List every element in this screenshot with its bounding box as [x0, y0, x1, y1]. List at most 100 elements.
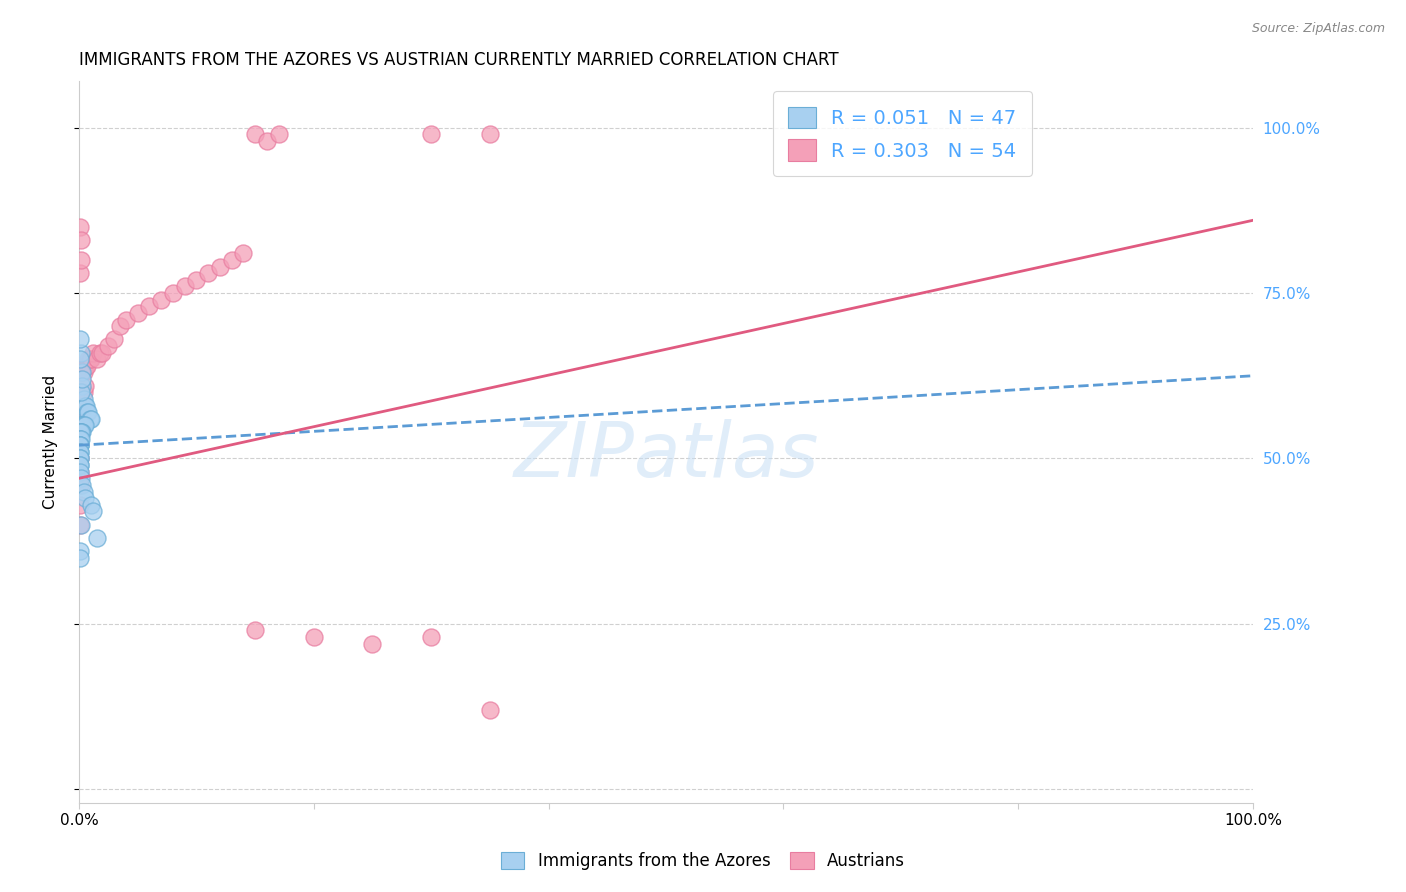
Point — [162, 286, 184, 301]
Point — [108, 319, 131, 334]
Point — [70, 425, 93, 439]
Point — [256, 134, 278, 148]
Point — [69, 438, 91, 452]
Point — [69, 219, 91, 234]
Point — [69, 445, 91, 459]
Point — [69, 478, 91, 492]
Point — [72, 392, 94, 406]
Point — [72, 418, 94, 433]
Point — [72, 484, 94, 499]
Point — [72, 378, 94, 392]
Text: Source: ZipAtlas.com: Source: ZipAtlas.com — [1251, 22, 1385, 36]
Point — [70, 471, 93, 485]
Point — [70, 517, 93, 532]
Point — [186, 273, 208, 287]
Point — [302, 630, 325, 644]
Point — [69, 432, 91, 446]
Point — [75, 399, 97, 413]
Text: IMMIGRANTS FROM THE AZORES VS AUSTRIAN CURRENTLY MARRIED CORRELATION CHART: IMMIGRANTS FROM THE AZORES VS AUSTRIAN C… — [79, 51, 838, 69]
Point — [76, 405, 98, 419]
Point — [69, 366, 91, 380]
Point — [361, 637, 384, 651]
Point — [70, 345, 93, 359]
Point — [173, 279, 195, 293]
Point — [82, 504, 104, 518]
Point — [69, 418, 91, 433]
Point — [70, 405, 93, 419]
Point — [69, 425, 91, 439]
Point — [77, 405, 100, 419]
Point — [69, 451, 91, 466]
Point — [69, 550, 91, 565]
Point — [69, 432, 91, 446]
Point — [232, 246, 254, 260]
Point — [420, 630, 443, 644]
Point — [70, 418, 93, 433]
Point — [138, 299, 160, 313]
Point — [69, 498, 91, 512]
Point — [69, 332, 91, 346]
Point — [69, 458, 91, 472]
Point — [70, 432, 93, 446]
Text: ZIPatlas: ZIPatlas — [513, 419, 818, 493]
Point — [73, 378, 96, 392]
Point — [91, 345, 114, 359]
Point — [478, 703, 501, 717]
Point — [115, 312, 138, 326]
Point — [79, 411, 101, 425]
Point — [89, 345, 111, 359]
Point — [69, 418, 91, 433]
Point — [80, 352, 103, 367]
Point — [70, 385, 93, 400]
Point — [72, 399, 94, 413]
Point — [150, 293, 173, 307]
Point — [127, 306, 149, 320]
Point — [69, 266, 91, 280]
Point — [77, 352, 100, 367]
Point — [69, 425, 91, 439]
Point — [86, 531, 108, 545]
Point — [73, 418, 96, 433]
Point — [197, 266, 219, 280]
Point — [97, 339, 120, 353]
Point — [69, 544, 91, 558]
Point — [69, 451, 91, 466]
Point — [70, 252, 93, 267]
Point — [69, 517, 91, 532]
Y-axis label: Currently Married: Currently Married — [44, 375, 58, 509]
Point — [70, 366, 93, 380]
Point — [69, 465, 91, 479]
Point — [75, 359, 97, 373]
Point — [103, 332, 125, 346]
Point — [72, 366, 94, 380]
Point — [70, 366, 93, 380]
Point — [72, 372, 94, 386]
Point — [72, 385, 94, 400]
Point — [69, 465, 91, 479]
Point — [80, 411, 103, 425]
Point — [243, 128, 266, 142]
Point — [69, 352, 91, 367]
Point — [70, 233, 93, 247]
Point — [69, 385, 91, 400]
Point — [208, 260, 231, 274]
Point — [79, 352, 101, 367]
Point — [72, 478, 94, 492]
Point — [420, 128, 443, 142]
Point — [72, 366, 94, 380]
Point — [69, 438, 91, 452]
Point — [72, 425, 94, 439]
Point — [73, 359, 96, 373]
Point — [73, 491, 96, 505]
Point — [73, 399, 96, 413]
Legend: R = 0.051   N = 47, R = 0.303   N = 54: R = 0.051 N = 47, R = 0.303 N = 54 — [773, 91, 1032, 177]
Point — [478, 128, 501, 142]
Point — [86, 352, 108, 367]
Point — [69, 451, 91, 466]
Point — [69, 438, 91, 452]
Point — [70, 425, 93, 439]
Point — [80, 498, 103, 512]
Point — [82, 345, 104, 359]
Point — [72, 366, 94, 380]
Point — [69, 445, 91, 459]
